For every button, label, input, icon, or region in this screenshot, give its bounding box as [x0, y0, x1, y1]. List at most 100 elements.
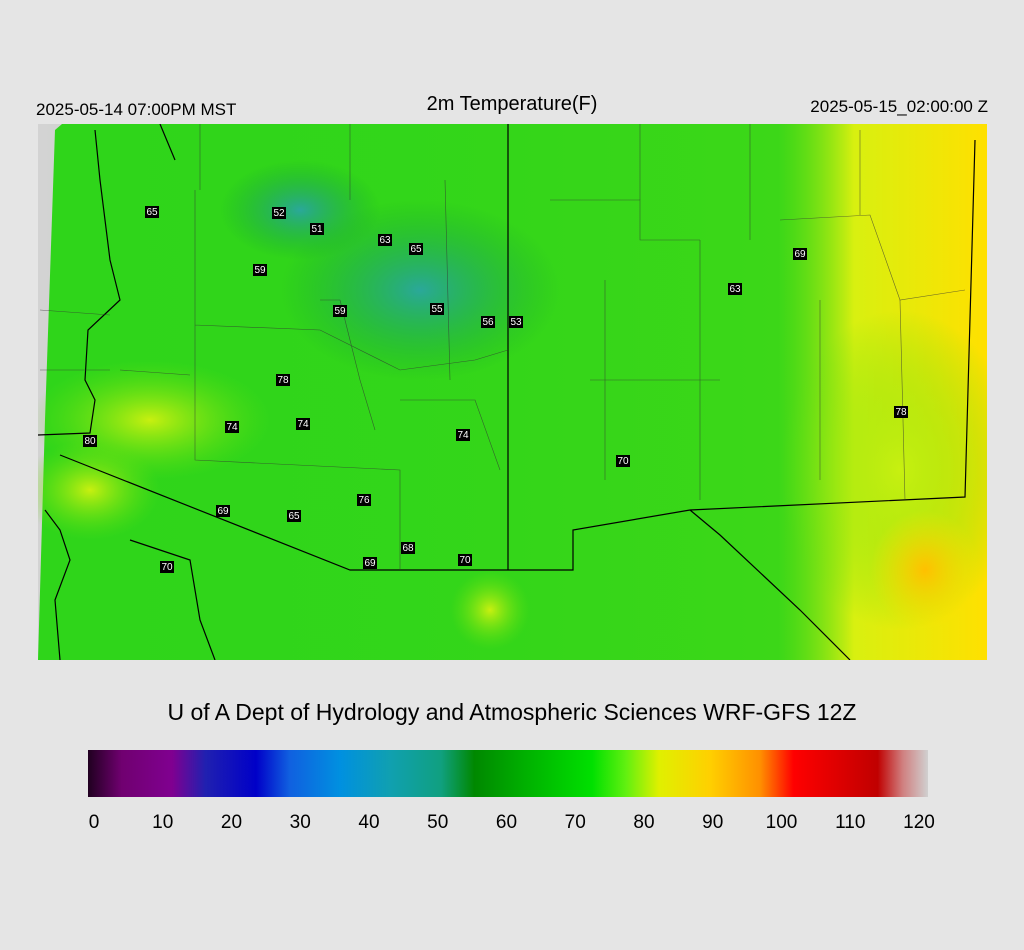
station-value: 70	[617, 456, 629, 467]
station-value: 56	[482, 317, 494, 328]
credit: U of A Dept of Hydrology and Atmospheric…	[167, 699, 856, 725]
station: 74	[456, 429, 470, 441]
station-box	[409, 243, 423, 255]
station: 78	[894, 406, 908, 418]
station-value: 53	[510, 317, 522, 328]
station-value: 63	[379, 235, 391, 246]
station: 56	[481, 316, 495, 328]
map-title: 2m Temperature(F)	[427, 93, 598, 115]
station: 69	[793, 248, 807, 260]
colorbar-tick-label: 30	[290, 812, 311, 833]
station: 51	[310, 223, 324, 235]
colorbar-tick-label: 120	[903, 812, 935, 833]
station-value: 69	[217, 506, 229, 517]
station-value: 74	[226, 422, 238, 433]
map	[38, 124, 987, 660]
station-box	[728, 283, 742, 295]
station: 63	[378, 234, 392, 246]
valid-time: 2025-05-15_02:00:00 Z	[810, 97, 988, 116]
colorbar-tick-label: 90	[702, 812, 723, 833]
colorbar-tick-label: 0	[89, 812, 100, 833]
station-value: 52	[273, 208, 285, 219]
station-value: 70	[161, 562, 173, 573]
station: 52	[272, 207, 286, 219]
station-box	[894, 406, 908, 418]
station: 80	[83, 435, 97, 447]
station-value: 69	[794, 249, 806, 260]
station: 59	[333, 305, 347, 317]
station-box	[401, 542, 415, 554]
station-value: 63	[729, 284, 741, 295]
station-value: 65	[288, 511, 300, 522]
station: 69	[216, 505, 230, 517]
station-box	[310, 223, 324, 235]
station-value: 55	[431, 304, 443, 315]
station: 74	[225, 421, 239, 433]
station-box	[287, 510, 301, 522]
station-box	[509, 316, 523, 328]
station-value: 65	[146, 207, 158, 218]
colorbar-tick-label: 70	[565, 812, 586, 833]
station: 63	[728, 283, 742, 295]
station-value: 51	[311, 224, 323, 235]
station-box	[272, 207, 286, 219]
station-box	[357, 494, 371, 506]
colorbar-tick-label: 20	[221, 812, 242, 833]
colorbar-tick-label: 100	[766, 812, 798, 833]
station-box	[333, 305, 347, 317]
station: 53	[509, 316, 523, 328]
station-value: 74	[297, 419, 309, 430]
station-value: 59	[254, 265, 266, 276]
station: 70	[616, 455, 630, 467]
station-box	[616, 455, 630, 467]
station: 65	[409, 243, 423, 255]
station-box	[83, 435, 97, 447]
station: 70	[160, 561, 174, 573]
station: 78	[276, 374, 290, 386]
station: 68	[401, 542, 415, 554]
station-box	[225, 421, 239, 433]
station-box	[253, 264, 267, 276]
colorbar-tick-label: 40	[358, 812, 379, 833]
station-value: 65	[410, 244, 422, 255]
station-value: 59	[334, 306, 346, 317]
station-box	[160, 561, 174, 573]
station: 74	[296, 418, 310, 430]
station-value: 74	[457, 430, 469, 441]
station-box	[378, 234, 392, 246]
station-value: 78	[895, 407, 907, 418]
colorbar-ticks: 0 10 20 30 40 50 60 70 80 90 100 110 120	[89, 812, 935, 833]
station: 70	[458, 554, 472, 566]
station-value: 80	[84, 436, 96, 447]
station-labels: 65 52 51 63 65 59 59 55 56 53 69 63 78 74 74 74 80 78 70 76…	[83, 206, 908, 573]
colorbar	[88, 750, 928, 797]
station-value: 78	[277, 375, 289, 386]
station-value: 69	[364, 558, 376, 569]
colorbar-tick-label: 110	[835, 812, 865, 833]
station: 69	[363, 557, 377, 569]
station-box	[458, 554, 472, 566]
station: 65	[145, 206, 159, 218]
station-value: 68	[402, 543, 414, 554]
station-value: 76	[358, 495, 370, 506]
colorbar-tick-label: 60	[496, 812, 517, 833]
station-box	[456, 429, 470, 441]
station-value: 70	[459, 555, 471, 566]
station-box	[793, 248, 807, 260]
station-box	[216, 505, 230, 517]
station: 76	[357, 494, 371, 506]
station: 65	[287, 510, 301, 522]
station-box	[276, 374, 290, 386]
station-box	[363, 557, 377, 569]
colorbar-tick-label: 10	[152, 812, 173, 833]
station-box	[481, 316, 495, 328]
colorbar-tick-label: 80	[633, 812, 654, 833]
colorbar-tick-label: 50	[427, 812, 448, 833]
local-time: 2025-05-14 07:00PM MST	[36, 100, 236, 119]
station-box	[430, 303, 444, 315]
station-box	[296, 418, 310, 430]
station: 55	[430, 303, 444, 315]
station-box	[145, 206, 159, 218]
station: 59	[253, 264, 267, 276]
